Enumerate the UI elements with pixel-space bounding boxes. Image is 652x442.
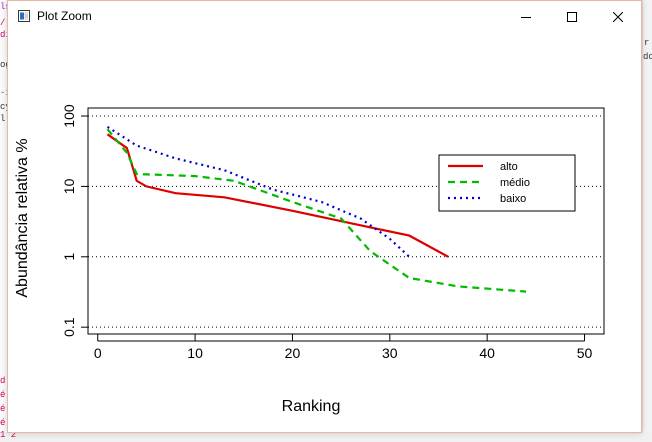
legend-label-médio: médio (500, 177, 530, 189)
x-tick-label: 0 (94, 345, 102, 361)
window-title: Plot Zoom (37, 9, 92, 23)
series-line-médio (106, 128, 527, 293)
minimize-icon (521, 16, 531, 18)
bg-code-fragment: cy (0, 102, 11, 112)
chart-legend: alto médio baixo (438, 154, 576, 212)
x-tick-label: 10 (187, 345, 203, 361)
x-tick-label: 20 (285, 345, 301, 361)
bg-code-fragment: é (0, 418, 6, 428)
y-tick-label: 0.1 (61, 317, 77, 337)
close-button[interactable] (595, 1, 641, 32)
bg-code-fragment: l (0, 114, 6, 124)
app-icon (18, 10, 30, 22)
bg-code-fragment: d (0, 376, 6, 386)
bg-panel-fragment: do (643, 52, 652, 62)
bg-code-fragment: og (0, 60, 11, 70)
x-tick-label: 50 (577, 345, 593, 361)
plot-frame (87, 107, 605, 335)
series-line-baixo (106, 125, 411, 258)
maximize-button[interactable] (549, 1, 595, 32)
legend-label-alto: alto (500, 161, 518, 173)
maximize-icon (567, 11, 577, 22)
minimize-button[interactable] (503, 1, 549, 32)
background-bottom-bar (0, 432, 652, 442)
bg-code-fragment: -1 (0, 88, 11, 98)
bg-panel-fragment: r (644, 38, 650, 48)
y-axis-label: Abundância relativa % (14, 138, 31, 297)
legend-label-baixo: baixo (500, 193, 526, 205)
y-tick-label: 1 (61, 253, 77, 261)
x-tick-label: 40 (479, 345, 495, 361)
x-tick-label: 30 (382, 345, 398, 361)
bg-code-fragment: é (0, 404, 6, 414)
x-axis-label: Ranking (282, 398, 341, 415)
series-line-alto (106, 133, 449, 258)
bg-code-fragment: 1 2 (0, 430, 17, 440)
bg-code-fragment: ls (0, 2, 11, 12)
plot-zoom-window: Plot Zoom 0.1 1 10 100 0 10 20 30 40 50 Ranking A… (7, 0, 642, 433)
bg-code-fragment: é (0, 390, 6, 400)
title-bar[interactable]: Plot Zoom (8, 1, 641, 32)
abundance-rank-chart: 0.1 1 10 100 0 10 20 30 40 50 Ranking Abundância … (14, 104, 605, 415)
bg-code-fragment: / (0, 18, 6, 28)
bg-code-fragment: di (0, 30, 11, 40)
close-icon (613, 11, 623, 22)
background-panel-right (642, 0, 652, 442)
y-tick-label: 10 (61, 178, 77, 194)
y-tick-label: 100 (61, 104, 77, 128)
